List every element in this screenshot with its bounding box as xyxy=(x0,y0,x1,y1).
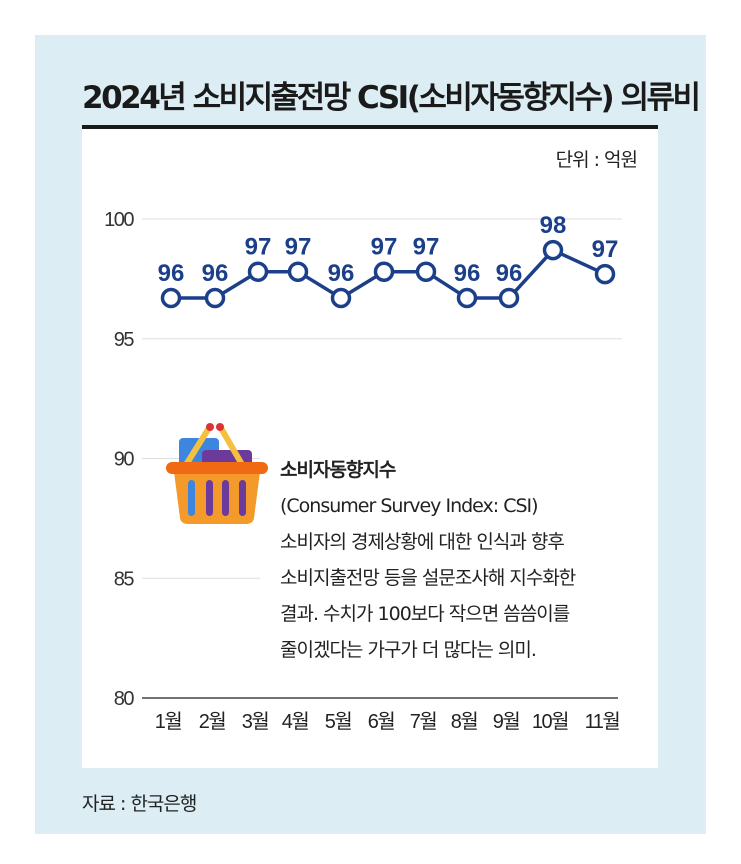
unit-label: 단위 : 억원 xyxy=(555,149,638,171)
data-label: 98 xyxy=(540,212,567,239)
y-tick-label: 85 xyxy=(114,568,135,590)
x-tick-label: 2월 xyxy=(199,710,226,733)
data-point xyxy=(160,287,182,309)
note-line: 소비자의 경제상황에 대한 인식과 향후 xyxy=(280,531,565,553)
data-label: 96 xyxy=(158,260,185,287)
data-label: 96 xyxy=(496,260,523,287)
x-tick-label: 8월 xyxy=(451,710,478,733)
y-tick-label: 90 xyxy=(114,449,135,471)
data-point xyxy=(498,287,520,309)
data-point xyxy=(456,287,478,309)
data-label: 96 xyxy=(202,260,229,287)
note-subheading: (Consumer Survey Index: CSI) xyxy=(280,495,539,517)
chart-title: 2024년 소비지출전망 CSI(소비자동향지수) 의류비 xyxy=(82,80,701,116)
x-tick-label: 9월 xyxy=(493,710,520,733)
data-point xyxy=(594,263,616,285)
data-label: 96 xyxy=(328,260,355,287)
title-underline xyxy=(82,125,658,129)
x-tick-label: 4월 xyxy=(282,710,309,733)
x-tick-label: 7월 xyxy=(410,710,437,733)
note-line: 줄이겠다는 가구가 더 많다는 의미. xyxy=(280,639,537,661)
source-label: 자료 : 한국은행 xyxy=(82,793,197,815)
data-label: 97 xyxy=(413,234,440,261)
note-line: 결과. 수치가 100보다 작으면 씀씀이를 xyxy=(280,603,570,625)
csi-description: 소비자동향지수 (Consumer Survey Index: CSI) 소비자… xyxy=(280,452,660,668)
note-heading: 소비자동향지수 xyxy=(280,459,396,481)
shopping-basket-icon xyxy=(166,423,268,524)
x-tick-label: 10월 xyxy=(532,710,568,733)
data-label: 97 xyxy=(371,234,398,261)
data-point xyxy=(287,261,309,282)
chart-card xyxy=(82,128,658,768)
x-tick-label: 3월 xyxy=(242,710,269,733)
x-tick-label: 5월 xyxy=(325,710,352,733)
data-point xyxy=(330,287,352,309)
data-point xyxy=(373,261,395,282)
x-tick-label: 6월 xyxy=(368,710,395,733)
data-label: 97 xyxy=(285,234,312,261)
y-tick-label: 100 xyxy=(104,209,134,231)
data-label: 97 xyxy=(245,234,272,261)
x-tick-label: 1월 xyxy=(155,710,182,733)
data-label: 96 xyxy=(454,260,481,287)
x-tick-label: 11월 xyxy=(585,710,620,733)
data-point xyxy=(415,261,437,282)
y-tick-label: 80 xyxy=(114,688,135,710)
data-label: 97 xyxy=(592,236,619,263)
data-point xyxy=(204,287,226,309)
y-tick-label: 95 xyxy=(114,329,135,351)
data-point xyxy=(542,239,564,261)
note-line: 소비지출전망 등을 설문조사해 지수화한 xyxy=(280,567,576,589)
data-point xyxy=(247,261,269,282)
